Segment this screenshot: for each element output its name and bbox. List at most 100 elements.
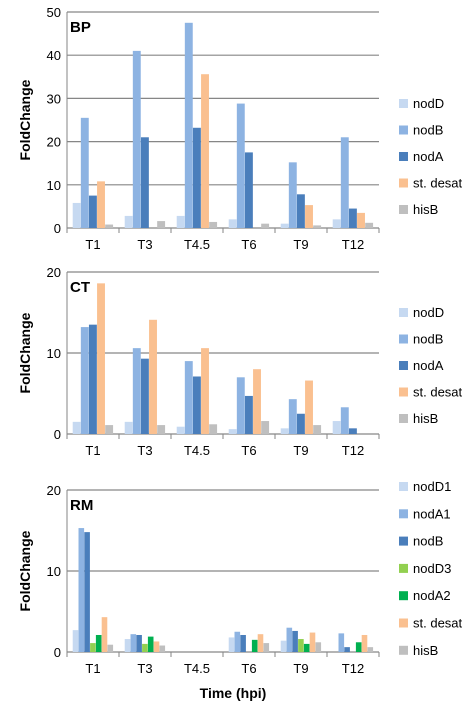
bar-st-desat-t6 [253,369,261,434]
bar-nodd-t6 [228,429,237,434]
bar-hisb-t3 [157,425,166,434]
chart-panel-ct: 0 10 20 T1 T3 T4.5 T6 T9 T12 CT FoldChange nodD nodB… [17,265,463,458]
y-tick-label: 50 [47,5,61,20]
bar-nodd-t1 [72,202,81,228]
bar-nodb-t12 [340,137,349,228]
bar-noda-t9 [296,194,305,228]
bar-hisb-t12 [367,647,374,652]
bar-nodb-t1 [80,327,89,434]
bar-hisb-t6 [261,421,270,434]
y-tick-label: 20 [47,483,61,498]
chart-panel-bp: 0 10 20 30 40 50 T1 T3 T4.5 T6 T9 T12 BP FoldChange no… [17,5,463,252]
bar-noda-t1 [88,324,97,434]
y-axis-title: FoldChange [17,79,33,160]
bar-st-desat-t4-5 [201,348,209,434]
legend-label: nodB [413,332,443,347]
legend-label: nodA2 [413,588,451,603]
x-tick-label: T12 [342,237,364,252]
legend-label: nodA [413,149,444,164]
y-tick-label: 40 [47,48,61,63]
x-tick-label: T1 [85,661,100,676]
bar-noda-t4-5 [192,376,201,434]
bar-hisb-t9 [313,225,322,228]
x-tick-label: T9 [293,237,308,252]
bar-st-desat-t1 [97,181,105,228]
legend-swatch [399,618,408,628]
x-tick-label: T3 [137,443,152,458]
bar-hisb-t1 [107,644,114,652]
legend-label: nodD1 [413,479,451,494]
x-tick-label: T3 [137,237,152,252]
x-tick-label: T1 [85,237,100,252]
x-tick-label: T3 [137,661,152,676]
bar-nodd-t12 [332,219,341,228]
bar-noda1-t1 [78,528,85,652]
bar-nodb-t9 [288,399,297,434]
bar-hisb-t1 [105,224,114,228]
bar-nodb-t6 [236,377,245,434]
bar-nodd-t3 [124,215,133,228]
bar-hisb-t12 [365,222,374,228]
legend-label: st. desat [413,176,463,191]
bar-nodd-t9 [280,223,289,228]
y-tick-label: 10 [47,178,61,193]
bar-noda2-t3 [147,636,154,652]
panel-label: CT [70,279,90,296]
legend-swatch [399,591,408,601]
bar-nodd-t4-5 [176,215,185,228]
legend-label: hisB [413,643,438,658]
bar-nodb-t6 [236,103,245,228]
bar-nodb-t3 [132,348,141,434]
legend-swatch [399,536,408,546]
bar-nodb-t1 [84,532,90,652]
legend-swatch [399,99,408,108]
bar-hisb-t6 [263,643,270,652]
bar-noda-t6 [244,395,253,434]
bar-nodd-t12 [332,421,341,434]
bar-noda-t3 [140,358,149,434]
bar-nodb-t4-5 [184,361,193,434]
bar-st-desat-t9 [305,205,313,228]
bar-st-desat-t12 [357,212,365,228]
bar-noda1-t9 [286,627,293,652]
y-tick-label: 20 [47,135,61,150]
y-tick-label: 0 [54,427,61,442]
legend-swatch [399,387,408,397]
legend-swatch [399,308,408,317]
y-tick-label: 0 [54,221,61,236]
bar-nodd-t6 [228,219,237,228]
legend-swatch [399,482,408,491]
legend-label: nodD [413,96,444,111]
bar-hisb-t4-5 [209,424,218,434]
x-tick-label: T4.5 [184,237,210,252]
bar-st-desat-t12 [361,634,368,652]
bar-noda2-t12 [355,642,362,652]
bar-hisb-t9 [315,642,322,652]
bar-noda1-t12 [338,633,345,652]
bar-nodd3-t1 [90,643,96,652]
bar-noda-t12 [348,428,357,434]
legend-label: nodB [413,123,443,138]
bar-hisb-t3 [159,645,166,652]
legend: nodD1 nodA1 nodB nodD3 nodA2 st. desat hisB [399,479,463,658]
bar-st-desat-t1 [97,283,105,434]
x-tick-label: T9 [293,661,308,676]
bar-nodb-t12 [344,647,350,652]
bar-nodd3-t3 [142,643,148,652]
legend-label: nodD3 [413,561,451,576]
legend-swatch [399,152,408,161]
bar-st-desat-t1 [101,617,108,652]
legend-swatch [399,334,408,344]
legend-label: st. desat [413,616,463,631]
y-tick-label: 10 [47,346,61,361]
bar-noda-t4-5 [192,127,201,228]
y-tick-label: 0 [54,645,61,660]
bar-nodb-t1 [80,117,89,228]
legend-label: nodD [413,305,444,320]
bar-nodd-t4-5 [176,426,185,434]
x-tick-label: T4.5 [184,661,210,676]
bar-nodd1-t1 [72,630,79,652]
x-tick-label: T1 [85,443,100,458]
bar-nodd3-t9 [298,639,304,652]
